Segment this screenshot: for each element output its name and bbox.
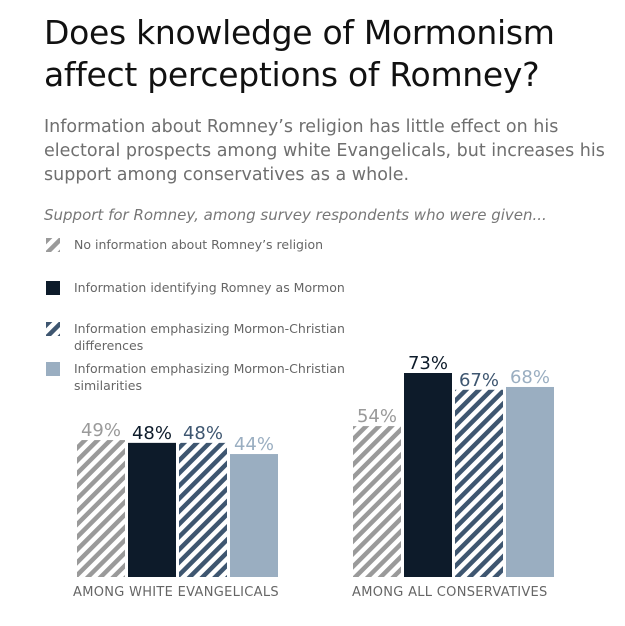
bar-differences-all-conservatives [455,389,503,577]
x-tick-label-white-evangelicals: AMONG WHITE EVANGELICALS [73,585,279,600]
data-label-mormon-white-evangelicals: 48% [132,423,172,444]
bar-no-info-all-conservatives [353,426,401,577]
legend-label: Information identifying Romney as Mormon [74,280,345,295]
gray-hatch-swatch-icon [46,238,60,252]
chart-intro: Support for Romney, among survey respond… [44,206,547,224]
bar-similarities-white-evangelicals [230,454,278,577]
data-label-differences-white-evangelicals: 48% [183,423,223,444]
data-label-mormon-all-conservatives: 73% [408,353,448,374]
solid-light-swatch-icon [46,362,60,376]
bar-mormon-all-conservatives [404,373,452,577]
solid-dark-swatch-icon [46,281,60,295]
data-label-similarities-all-conservatives: 68% [510,367,550,388]
data-label-differences-all-conservatives: 67% [459,370,499,391]
chart-title: Does knowledge of Mormonism affect perce… [44,13,555,94]
bar-differences-white-evangelicals [179,442,227,577]
data-label-similarities-white-evangelicals: 44% [234,434,274,455]
blue-hatch-swatch-icon [46,322,60,336]
chart-subtitle: Information about Romney’s religion has … [44,117,605,185]
legend-label: Information emphasizing Mormon-Christian… [74,321,345,353]
bar-similarities-all-conservatives [506,386,554,577]
legend-label: No information about Romney’s religion [74,237,324,252]
legend-label: Information emphasizing Mormon-Christian… [74,361,345,393]
data-label-no-info-white-evangelicals: 49% [81,420,121,441]
bar-no-info-white-evangelicals [77,440,125,577]
data-label-no-info-all-conservatives: 54% [357,406,397,427]
bar-mormon-white-evangelicals [128,442,176,577]
x-tick-label-all-conservatives: AMONG ALL CONSERVATIVES [352,585,548,600]
